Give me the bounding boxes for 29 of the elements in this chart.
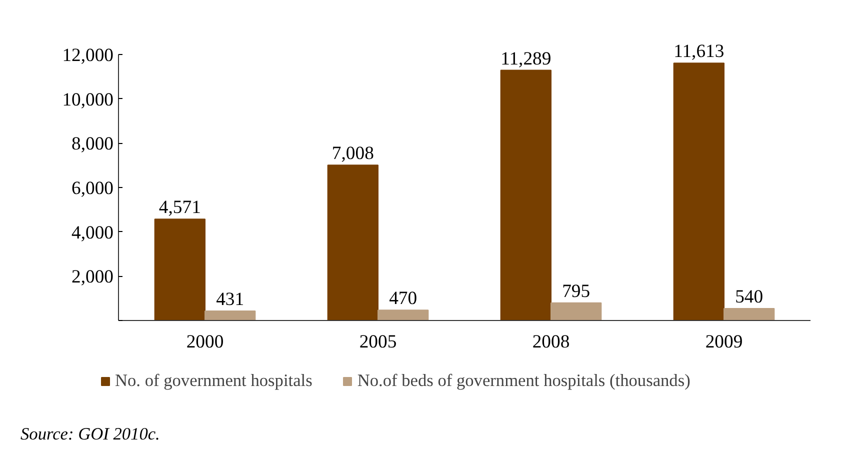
bar [550,302,602,321]
y-tick-label: 4,000 [72,222,114,244]
bar [673,62,724,321]
bar [500,70,552,321]
data-label: 11,289 [500,48,552,70]
data-label: 540 [735,286,764,308]
bar [378,310,429,321]
y-tick-label: 2,000 [72,266,114,288]
y-tick-label: 6,000 [72,178,114,199]
x-tick-label: 2008 [532,332,570,352]
bar [204,310,256,321]
bar [327,164,378,321]
source-note: Source: GOI 2010c. [20,424,160,444]
x-tick-label: 2009 [705,332,743,352]
data-label: 4,571 [158,197,201,218]
x-tick-label: 2000 [186,332,224,352]
y-tick-label: 12,000 [62,45,114,66]
data-label: 431 [216,288,244,310]
x-tick-label: 2005 [359,332,397,352]
data-label: 470 [389,288,418,310]
data-label: 7,008 [332,143,374,164]
data-label: 795 [562,280,590,302]
data-label: 11,613 [674,41,724,62]
y-tick-label: 8,000 [72,134,114,155]
legend-label: No. of government hospitals [115,371,312,391]
bar [724,308,775,321]
y-tick-label: 10,000 [62,89,114,110]
legend-label: No.of beds of government hospitals (thousands) [357,371,690,391]
bar [154,218,206,321]
